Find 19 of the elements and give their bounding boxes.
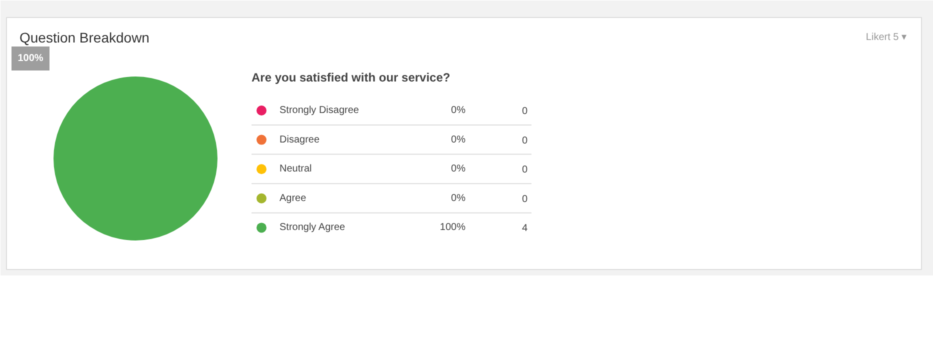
text: 0% — [451, 192, 466, 204]
text: 0% — [451, 164, 466, 175]
text: 0 — [522, 164, 528, 176]
text: 0 — [522, 106, 528, 117]
text: 0% — [451, 105, 466, 116]
legend-label: Strongly Disagree — [280, 105, 360, 116]
text: 0% — [451, 134, 466, 146]
text: 0 — [522, 194, 528, 205]
data-label: 100% — [18, 53, 44, 64]
legend-label: Agree — [280, 192, 307, 204]
text: Likert 5 ▾ — [866, 32, 907, 43]
legend-label: Strongly Agree — [280, 222, 346, 234]
legend-label: Disagree — [280, 134, 320, 146]
chart-title: Question Breakdown — [20, 30, 150, 46]
text: 100% — [440, 222, 466, 234]
text: 0 — [522, 135, 528, 146]
text: 4 — [522, 223, 528, 234]
text: Are you satisfied with our service? — [252, 70, 450, 84]
legend-label: Neutral — [280, 164, 312, 175]
